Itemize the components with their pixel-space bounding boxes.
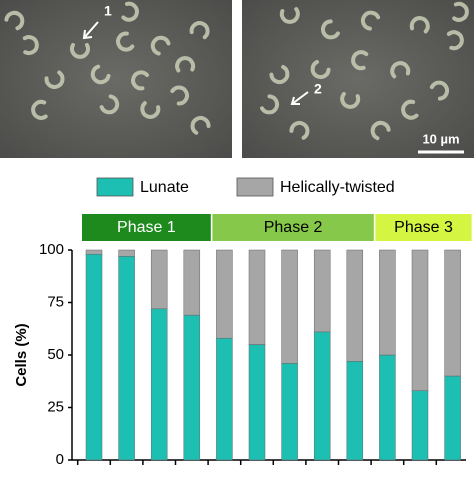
cell [70, 43, 90, 59]
legend-label: Helically-twisted [280, 179, 395, 196]
cell [170, 85, 189, 106]
bar-segment [281, 363, 298, 461]
cell [190, 116, 211, 135]
cell [289, 121, 310, 140]
bar-segment [411, 390, 429, 461]
bar-segment [444, 249, 461, 377]
legend-label: Lunate [140, 179, 189, 196]
phase-box [375, 214, 472, 241]
cell [189, 21, 210, 40]
bar-segment [281, 249, 298, 364]
cell [31, 99, 48, 120]
cell [310, 59, 331, 80]
bar-segment [118, 256, 135, 461]
arrow-label: 1 [104, 3, 112, 19]
cell [409, 16, 430, 34]
cell [429, 80, 450, 101]
bar-segment [150, 249, 168, 310]
cell [150, 35, 171, 56]
y-tick-label: 75 [47, 293, 64, 310]
cell [22, 35, 39, 56]
bar-segment [183, 314, 201, 461]
cell [360, 10, 381, 31]
bar-segment [379, 354, 396, 461]
cell [4, 10, 25, 31]
cell [340, 91, 361, 109]
phase-box [212, 214, 374, 241]
bar-segment [346, 361, 364, 461]
bar-segment [85, 253, 103, 461]
phase-label: Phase 3 [394, 219, 453, 236]
y-tick-label: 0 [56, 451, 64, 468]
cell [175, 56, 196, 73]
bar-segment [248, 344, 266, 461]
bar-segment [248, 249, 266, 345]
arrow-label: 2 [314, 81, 322, 97]
bar-segment [150, 308, 168, 461]
micrograph-right [242, 0, 474, 158]
bar-segment [444, 375, 461, 461]
cell [390, 61, 411, 79]
bar-segment [411, 249, 429, 391]
arrows [82, 21, 309, 105]
bar-segment [85, 249, 103, 255]
legend-swatch [236, 177, 274, 197]
cell [401, 99, 419, 120]
cell [116, 31, 135, 52]
y-tick-label: 25 [47, 398, 64, 415]
cell [279, 7, 300, 24]
y-tick-label: 100 [39, 241, 64, 258]
bar-segment [118, 249, 135, 257]
cell [452, 1, 469, 22]
y-axis-label: Cells (%) [13, 323, 30, 386]
bar-segment [379, 249, 396, 356]
bar-segment [183, 249, 201, 316]
phase-box [82, 214, 211, 241]
cell [269, 64, 290, 85]
phase-label: Phase 1 [117, 219, 176, 236]
y-tick-label: 50 [47, 346, 64, 363]
cell [446, 30, 464, 51]
scale-bar-label: 10 µm [422, 131, 459, 146]
bar-segment [216, 249, 233, 339]
bar-segment [346, 249, 364, 362]
cell [99, 94, 120, 115]
phase-label: Phase 2 [264, 219, 323, 236]
bar-segment [216, 337, 233, 461]
cell [321, 19, 340, 40]
cell [370, 120, 391, 141]
cell [121, 1, 139, 22]
cell [140, 101, 161, 119]
cell [131, 70, 150, 91]
legend-swatch [96, 177, 134, 197]
bar-segment [313, 249, 331, 333]
cell [260, 94, 279, 115]
cell [44, 70, 65, 89]
cell [90, 64, 111, 85]
cells [4, 1, 469, 141]
bar-segment [313, 331, 331, 461]
cell [351, 50, 369, 71]
